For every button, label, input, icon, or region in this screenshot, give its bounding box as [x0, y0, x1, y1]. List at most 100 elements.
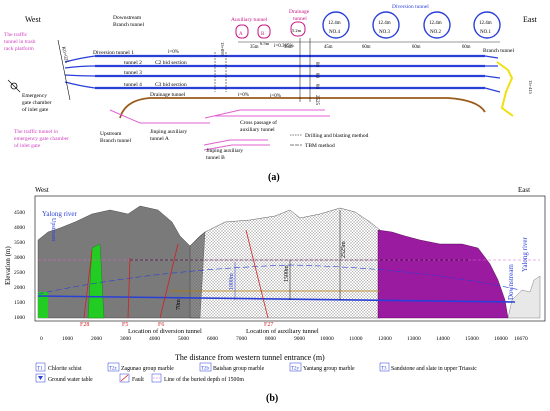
x-tick: 4000 — [149, 336, 160, 342]
legend-row-1: T1 Chlorite schist T2z Zagunao group mar… — [35, 362, 477, 372]
x-tick: 9000 — [294, 336, 305, 342]
drainage-tunnel-line — [119, 97, 486, 119]
aux-section-a — [235, 24, 249, 39]
x-tick: 6000 — [207, 336, 218, 342]
legend-text: Line of the buried depth of 1500m — [164, 376, 244, 383]
terrain-middle — [189, 207, 381, 319]
east-vertical-label: 15+415 — [528, 80, 533, 95]
x-tick: 14000 — [436, 336, 450, 342]
x-axis-label: The distance from western tunnel entranc… — [175, 353, 325, 362]
faults — [83, 229, 269, 319]
k0-label: K0+025 — [60, 46, 68, 64]
diversion-tunnel-profile — [37, 295, 516, 303]
x-tick: 0 — [40, 336, 43, 342]
auxiliary-tunnels — [109, 109, 330, 151]
downstream-sub: Downstream — [507, 264, 515, 300]
loc-diversion-label: Location of diversion tunnel — [128, 328, 202, 335]
x-tick: 7000 — [236, 336, 247, 342]
legend-row-2: Ground water table Fault Line of the bur… — [35, 373, 244, 383]
x-tick: 10000 — [320, 336, 334, 342]
caption-b: (b) — [266, 393, 278, 404]
tunnel-no4 — [322, 11, 350, 39]
y-ticks: 4500 4000 3500 3000 2500 2000 1500 1000 — [14, 210, 25, 321]
diversion-tunnel-3-label: tunnel 3 — [124, 70, 142, 76]
x-tick: 3000 — [120, 336, 131, 342]
x-tick: 11000 — [349, 336, 363, 342]
fault-icon — [120, 374, 129, 382]
tunnel-no2 — [423, 11, 451, 39]
panel-b: West East Elevation (m) 4500 4000 3500 3… — [4, 186, 546, 404]
fault-f28: F28 — [80, 322, 89, 328]
legend-text: Sandstone and slate in upper Triassic — [391, 366, 477, 372]
legend-text: Yantang group marble — [303, 366, 355, 372]
east-label-a: East — [523, 15, 538, 24]
y-tick: 1500 — [14, 300, 25, 306]
legend-text: Chlorite schist — [48, 366, 82, 372]
east-label-b: East — [518, 186, 530, 194]
spacing-1: 35m — [250, 45, 259, 50]
depth-1000: 1000m — [229, 273, 235, 290]
upstream-sub: Upstream — [50, 218, 56, 242]
legend-text: Ground water table — [48, 377, 93, 383]
loc-auxiliary-label: Location of auxiliary tunnel — [246, 328, 319, 335]
spacing-4: 60m — [362, 45, 371, 50]
diversion-tunnel-2-label: tunnel 2 — [124, 60, 142, 66]
y-tick: 4000 — [14, 225, 25, 231]
caption-a: (a) — [268, 172, 280, 183]
x-tick: 16000 — [494, 336, 508, 342]
size-no3: 12.4m — [378, 21, 391, 26]
num-no3: NO.3 — [379, 30, 390, 35]
gate-chamber-symbol — [10, 82, 18, 90]
slope-2: i=0.365% — [274, 44, 294, 49]
upstream-branch-label: Upstream Branch tunnel — [100, 131, 131, 144]
slope-3: i=0% — [238, 93, 249, 98]
depth-2525: 2525m — [341, 241, 347, 258]
downstream-river-label: Yalong river — [521, 236, 529, 272]
legend-tbm: TBM method — [305, 143, 335, 149]
trash-rack-tunnel-label: The traffic tunnel in trash rack platfor… — [4, 31, 37, 52]
y-tick: 2500 — [14, 270, 25, 276]
size-no2: 12.4m — [429, 21, 442, 26]
tunnel-no1 — [473, 11, 501, 39]
panel-a: West East The traffic tunnel in trash ra… — [4, 4, 538, 183]
fault-f27: F27 — [264, 322, 273, 328]
c2-bid-label: C2 bid section — [155, 60, 187, 66]
size-no4: 12.4m — [328, 21, 341, 26]
west-label-a: West — [25, 15, 42, 24]
drainage-label-top: Drainage tunnel — [289, 9, 311, 22]
legend-sym: T2z — [109, 367, 118, 372]
water-table-icon — [38, 376, 43, 380]
x-tick: 2000 — [91, 336, 102, 342]
tunnel-no3 — [372, 11, 400, 39]
plot-frame — [34, 195, 546, 322]
dist-80b: 80 — [314, 73, 319, 79]
cross-passage-label: Cross passage of auxiliary tunnel — [240, 119, 278, 133]
num-no4: NO.4 — [329, 30, 340, 35]
upstream-river-label: Yalong river — [42, 210, 78, 218]
inlet-branches — [64, 55, 96, 89]
size-no1: 12.4m — [479, 21, 492, 26]
legend-drill: Drilling and blasting method — [305, 133, 369, 139]
terrain-east-purple — [377, 229, 509, 319]
legend-sym: T3 — [381, 367, 387, 372]
x-ticks: 0 1000 2000 3000 4000 5000 6000 7000 800… — [40, 336, 528, 342]
x-tick: 5000 — [178, 336, 189, 342]
x-tick: 12000 — [378, 336, 392, 342]
aux-width: 6.5m — [260, 41, 270, 46]
spacing-3: 45m — [324, 45, 333, 50]
fault-f5: F5 — [122, 322, 128, 328]
legend-text: Fault — [132, 377, 144, 383]
y-axis-label: Elevation (m) — [4, 246, 12, 285]
emergency-gate-tunnel-label: The traffic tunnel in emergency gate cha… — [14, 128, 70, 149]
dist-80c: 80 — [314, 84, 319, 90]
jinping-b-label: Jinping auxiliary tunnel B — [206, 148, 245, 161]
spacing-5: 60m — [412, 45, 421, 50]
x-tick: 8000 — [265, 336, 276, 342]
dist-2525: 2525 — [314, 95, 319, 106]
diversion-tunnel-4-label: tunnel 4 — [124, 82, 142, 88]
legend-sym: T2y — [291, 367, 300, 372]
inlet-gate-chamber-label: Emergency gate chamber of inlet gate — [22, 93, 53, 113]
branch-tunnel-east-label: Branch tunnel — [483, 48, 514, 54]
auxiliary-tunnel-top-label: Auxiliary tunnel — [231, 17, 268, 23]
